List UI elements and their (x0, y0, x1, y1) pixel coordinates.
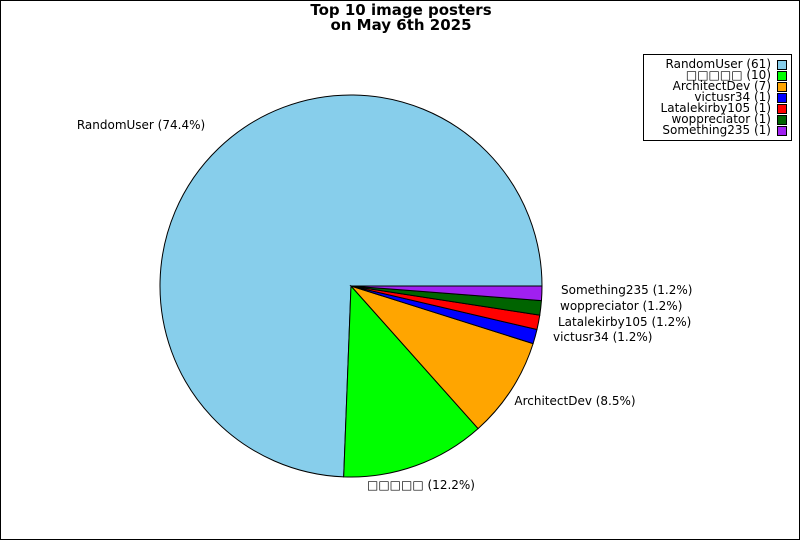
chart-title: Top 10 image posters on May 6th 2025 (1, 3, 800, 33)
legend-swatch (777, 114, 787, 125)
pie-slice (350, 285, 543, 302)
legend-item: victusr34 (1) (694, 90, 787, 104)
pie-slice (349, 284, 534, 430)
legend-swatch (777, 92, 787, 103)
legend-label: ArchitectDev (7) (672, 79, 771, 93)
legend-item: ArchitectDev (7) (672, 79, 787, 93)
legend-item: RandomUser (61) (665, 57, 787, 71)
slice-label: Latalekirby105 (1.2%) (558, 315, 691, 329)
legend-swatch (777, 70, 787, 81)
legend-label: □□□□□ (10) (685, 68, 771, 82)
slice-label: victusr34 (1.2%) (553, 330, 652, 344)
legend-label: Something235 (1) (662, 123, 771, 137)
legend: RandomUser (61) □□□□□ (10) ArchitectDev (7… (643, 54, 792, 141)
legend-swatch (777, 59, 787, 70)
slice-label: RandomUser (74.4%) (77, 118, 205, 132)
slice-label: woppreciator (1.2%) (560, 299, 682, 313)
legend-item: Latalekirby105 (1) (660, 101, 787, 115)
chart-title-line-2: on May 6th 2025 (330, 16, 472, 34)
chart-title-line-1: Top 10 image posters (310, 1, 492, 19)
legend-label: Latalekirby105 (1) (660, 101, 771, 115)
legend-item: woppreciator (1) (671, 112, 787, 126)
legend-swatch (777, 103, 787, 114)
legend-label: victusr34 (1) (694, 90, 771, 104)
legend-label: woppreciator (1) (671, 112, 771, 126)
pie-slice (343, 284, 479, 478)
legend-swatch (777, 81, 787, 92)
slice-label: ArchitectDev (8.5%) (514, 394, 635, 408)
legend-item: □□□□□ (10) (685, 68, 787, 82)
slice-label: Something235 (1.2%) (561, 283, 692, 297)
slice-label: □□□□□ (12.2%) (367, 478, 475, 492)
legend-item: Something235 (1) (662, 123, 787, 137)
legend-swatch (777, 125, 787, 136)
legend-label: RandomUser (61) (665, 57, 771, 71)
